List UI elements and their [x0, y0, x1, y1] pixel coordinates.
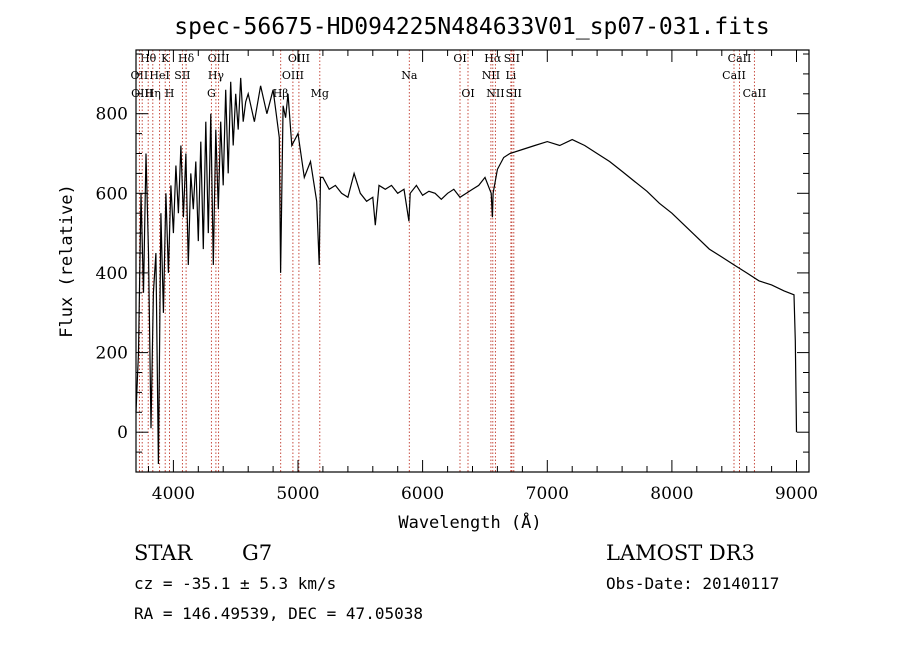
coordinates-text: RA = 146.49539, DEC = 47.05038 — [134, 604, 423, 623]
y-tick-label-4: 800 — [96, 105, 128, 125]
marker-label-9: OIII — [208, 52, 230, 65]
marker-label-18: OI — [461, 87, 474, 100]
marker-label-23: NII — [486, 87, 504, 100]
axes: 4000 5000 6000 7000 8000 9000 0 200 400 600 800 — [96, 49, 818, 504]
x-tick-label-5: 9000 — [775, 484, 818, 504]
y-tick-label-2: 400 — [96, 264, 128, 284]
y-tick-label-0: 0 — [117, 423, 128, 443]
marker-label-12: OIII — [288, 52, 310, 65]
y-tick-label-1: 200 — [96, 344, 128, 364]
flux-series-line — [135, 77, 798, 465]
object-subclass: G7 — [242, 541, 272, 565]
marker-label-24: SII — [506, 87, 522, 100]
x-tick-label-1: 5000 — [276, 484, 319, 504]
marker-label-1: OII — [131, 69, 149, 82]
survey-label: LAMOST DR3 — [606, 541, 755, 565]
marker-label-20: SII — [504, 52, 520, 65]
x-axis-label: Wavelength (Å) — [398, 511, 541, 533]
marker-label-6: Hδ — [178, 52, 195, 65]
object-class: STAR — [134, 541, 193, 565]
marker-label-16: Na — [401, 69, 418, 82]
marker-label-25: CaII — [728, 52, 752, 65]
marker-label-4: HeI — [149, 69, 169, 82]
x-tick-label-0: 4000 — [152, 484, 195, 504]
x-tick-label-3: 7000 — [526, 484, 569, 504]
marker-label-21: NII — [482, 69, 500, 82]
marker-label-22: Li — [505, 69, 516, 82]
marker-label-11: G — [207, 87, 216, 100]
x-tick-label-2: 6000 — [401, 484, 444, 504]
x-tick-label-4: 8000 — [650, 484, 693, 504]
chart-title: spec-56675-HD094225N484633V01_sp07-031.f… — [174, 14, 769, 40]
marker-label-2: OIII — [131, 87, 153, 100]
marker-label-13: OIII — [282, 69, 304, 82]
marker-label-14: Hβ — [273, 87, 289, 100]
y-tick-label-3: 600 — [96, 184, 128, 204]
marker-label-5: Hη — [145, 87, 161, 100]
y-axis-label: Flux (relative) — [57, 184, 77, 338]
marker-label-7: SII — [174, 69, 190, 82]
marker-label-27: CaII — [743, 87, 767, 100]
marker-label-3: K — [161, 52, 170, 65]
marker-label-10: Hγ — [208, 69, 225, 82]
marker-label-26: CaII — [722, 69, 746, 82]
redshift-text: cz = -35.1 ± 5.3 km/s — [134, 574, 336, 593]
marker-label-19: Hα — [484, 52, 502, 65]
marker-label-15: Mg — [311, 87, 329, 100]
marker-label-8: H — [165, 87, 175, 100]
obs-date-text: Obs-Date: 20140117 — [606, 574, 779, 593]
marker-label-17: OI — [453, 52, 466, 65]
